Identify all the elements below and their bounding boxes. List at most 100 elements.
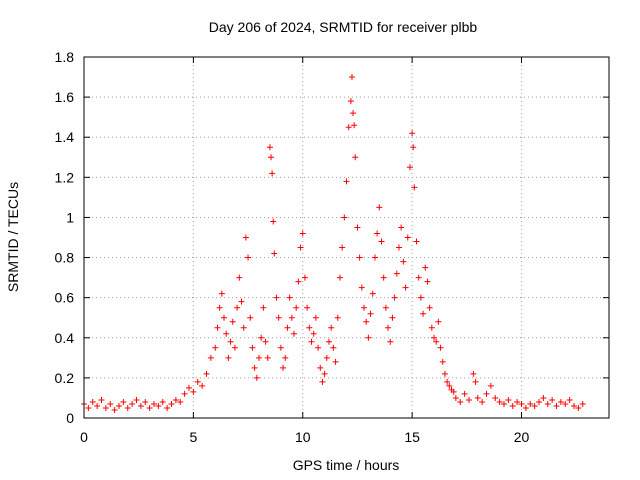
data-point [299,230,306,237]
data-point [341,214,348,221]
data-point [369,290,376,297]
data-point [420,310,427,317]
data-point [317,364,324,371]
data-point [89,398,96,405]
data-point [124,404,131,411]
data-point [286,294,293,301]
data-point [439,358,446,365]
data-point [291,330,297,337]
data-point [501,400,507,407]
data-point [301,274,308,281]
data-point [288,314,295,321]
data-point [315,344,322,351]
data-point [571,402,577,409]
data-point [579,400,586,407]
data-point [336,274,343,281]
data-point [347,98,354,105]
data-point [323,354,330,361]
data-point [382,304,389,311]
plot-area-frame [83,56,610,419]
data-point [271,250,278,257]
data-point [514,398,521,405]
x-tick-label: 5 [189,429,197,445]
x-axis-title: GPS time / hours [293,457,400,473]
y-tick-label: 1.2 [55,169,75,185]
data-point [540,394,547,401]
data-point [172,396,179,403]
data-point [424,278,431,285]
data-point [225,354,232,361]
data-point [409,130,416,137]
data-point [374,230,381,237]
data-point [146,404,153,411]
y-tick-label: 1 [66,209,74,225]
data-point [404,234,411,241]
data-point [428,324,435,331]
y-tick-label: 0.2 [55,370,75,386]
data-point [411,184,418,191]
data-point [216,304,223,311]
data-point [199,382,206,389]
data-point [348,74,355,81]
data-point [378,238,385,245]
y-tick-label: 1.8 [55,49,75,65]
data-point [389,314,396,321]
data-point [470,370,477,377]
data-point [304,304,311,311]
data-point [236,274,243,281]
data-point [266,144,273,151]
y-tick-label: 1.6 [55,89,75,105]
data-point [102,404,109,411]
data-point [249,344,256,351]
data-point [422,264,429,271]
data-point [212,344,219,351]
grid-lines [84,57,609,418]
data-point [273,294,280,301]
data-point [417,294,424,301]
data-point [190,388,197,395]
data-point [94,402,101,409]
data-point [321,370,328,377]
data-point [415,274,422,281]
data-point [367,310,374,317]
data-point [410,144,417,151]
data-point [295,278,302,285]
data-point [269,170,276,177]
y-tick-label: 0.6 [55,290,75,306]
data-point [446,382,453,389]
data-point [142,398,149,405]
data-point [203,370,210,377]
data-point [334,314,341,321]
data-point [396,244,402,251]
data-point [575,404,582,411]
data-point [253,374,260,381]
data-point [549,396,556,403]
data-point [441,370,448,377]
data-point [260,304,267,311]
data-point [297,244,304,251]
y-tick-label: 1.4 [55,129,75,145]
data-point [391,294,398,301]
data-point [402,284,409,291]
data-point [557,398,564,405]
data-point [406,164,413,171]
data-point [310,330,317,337]
data-point [251,364,258,371]
data-point [483,390,490,397]
data-point [181,390,188,397]
x-tick-label: 0 [80,429,88,445]
data-point [492,394,499,401]
data-point [413,238,420,245]
data-point [98,396,105,403]
data-point [431,334,437,341]
data-point [227,338,234,345]
data-point [116,402,122,409]
data-point [339,244,346,251]
data-point [352,154,359,161]
data-point [247,314,254,321]
data-point [242,234,249,241]
data-point [85,404,92,411]
data-point [461,390,468,397]
data-point [351,122,358,129]
